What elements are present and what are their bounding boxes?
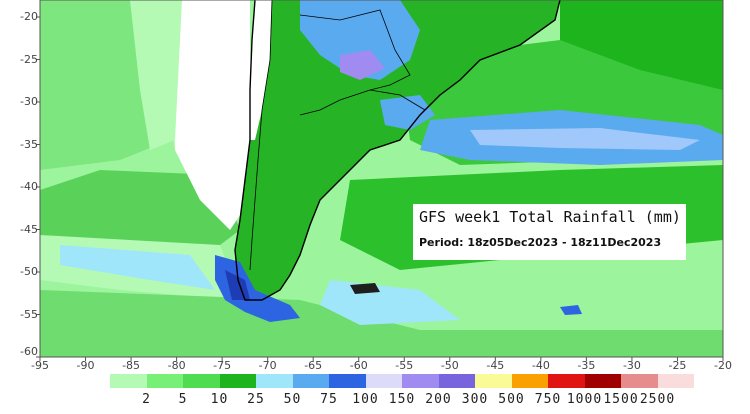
colorbar-label: 2: [142, 392, 151, 407]
x-tick-marks: [39, 357, 724, 361]
uruguay-rain: [380, 95, 435, 130]
lon-tick-label: -60: [349, 359, 368, 372]
lon-tick-label: -85: [122, 359, 141, 372]
colorbar-label: 100: [352, 392, 379, 407]
patagonia-heavy-rain: [215, 255, 300, 322]
colorbar-swatch: [475, 374, 512, 388]
ocean-cyan-band: [60, 245, 215, 290]
colorbar-label: 2500: [639, 392, 676, 407]
colorbar-swatch: [329, 374, 366, 388]
lon-tick-label: -45: [486, 359, 505, 372]
colorbar-label: 1000: [566, 392, 603, 407]
patagonia-core: [225, 270, 250, 300]
colorbar-swatch: [365, 374, 402, 388]
atacama-dry: [250, 0, 272, 140]
colorbar-label: 150: [388, 392, 416, 407]
colorbar: [110, 374, 694, 388]
uruguay-border: [369, 89, 426, 111]
ocean-band-south-west: [40, 170, 240, 260]
lon-tick-label: -65: [304, 359, 323, 372]
colorbar-swatch: [438, 374, 475, 388]
lat-tick-label: -40: [20, 180, 38, 193]
lon-tick-label: -30: [622, 359, 641, 372]
falkland-islands: [350, 283, 380, 294]
andes-border: [249, 0, 273, 271]
lat-tick-label: -50: [20, 265, 38, 278]
land-heavy-rain: [300, 0, 420, 80]
colorbar-label: 200: [425, 392, 452, 407]
map-title: GFS week1 Total Rainfall (mm): [419, 208, 681, 226]
colorbar-label: 10: [210, 392, 229, 407]
colorbar-swatch: [183, 374, 220, 388]
lon-tick-label: -75: [213, 359, 232, 372]
lon-tick-label: -95: [31, 359, 49, 372]
colorbar-swatch: [146, 374, 183, 388]
lat-tick-label: -35: [20, 137, 38, 151]
colorbar-swatch: [657, 374, 694, 388]
colorbar-label: 1500: [603, 392, 639, 407]
colorbar-swatch: [584, 374, 621, 388]
pacific-dry-region: [170, 0, 250, 230]
lat-tick-label: -60: [20, 345, 38, 358]
south-georgia: [560, 305, 582, 315]
colorbar-label: 75: [320, 392, 338, 407]
atlantic-north-green: [560, 0, 723, 90]
colorbar-label: 50: [283, 392, 302, 407]
lon-tick-label: -40: [531, 359, 550, 372]
pacific-light-zone: [130, 0, 182, 150]
coastline: [234, 0, 561, 301]
colorbar-swatch: [621, 374, 658, 388]
lon-tick-label: -55: [395, 359, 414, 372]
lon-tick-label: -70: [258, 359, 277, 372]
colorbar-swatch: [110, 374, 147, 388]
y-tick-marks: [36, 16, 40, 358]
colorbar-label: 25: [247, 392, 265, 407]
lat-tick-label: -25: [20, 52, 38, 66]
colorbar-swatch: [402, 374, 439, 388]
colorbar-label: 300: [461, 392, 489, 407]
map-frame: [39, 0, 724, 358]
lat-tick-label: -20: [20, 10, 38, 23]
lat-tick-label: -30: [20, 95, 38, 108]
map-period: Period: 18z05Dec2023 - 18z11Dec2023: [419, 236, 662, 249]
lat-tick-label: -55: [20, 307, 38, 321]
south-america-land: [235, 0, 560, 300]
colorbar-swatch: [256, 374, 293, 388]
lon-tick-label: -20: [714, 359, 732, 372]
colorbar-swatch: [219, 374, 256, 388]
colorbar-label: 500: [498, 392, 525, 407]
colorbar-label: 750: [534, 392, 562, 407]
lon-tick-label: -25: [668, 359, 687, 372]
colorbar-swatch: [292, 374, 329, 388]
lon-tick-label: -50: [440, 359, 459, 372]
colorbar-swatch: [548, 374, 585, 388]
lon-tick-label: -90: [76, 359, 95, 372]
lon-tick-label: -80: [167, 359, 186, 372]
title-panel: [413, 204, 686, 260]
colorbar-swatch: [511, 374, 548, 388]
atlantic-lavender-band: [470, 128, 700, 150]
country-borders: [299, 9, 411, 116]
colorbar-label: 5: [178, 392, 188, 407]
lat-tick-label: -45: [20, 222, 38, 236]
lon-tick-label: -35: [577, 359, 596, 372]
land-very-heavy-rain: [340, 50, 385, 80]
colorbar-labels: 2 5 10 25 50 75 100 150 200 300 500 750 1000 1500 2500: [0, 392, 750, 412]
